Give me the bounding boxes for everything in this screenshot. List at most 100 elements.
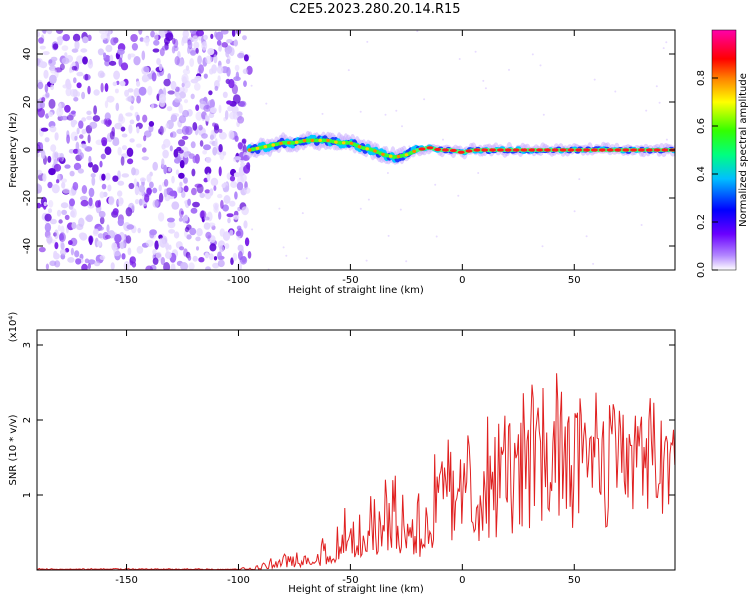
noise-blob [169,190,177,197]
noise-dot [285,254,288,257]
noise-blob [134,199,140,205]
noise-blob [146,187,152,195]
noise-dot [665,138,668,141]
noise-blob [42,51,50,56]
noise-blob [163,164,168,175]
noise-blob [138,30,143,35]
noise-blob [178,139,186,147]
heatmap-noise-region [37,30,668,270]
noise-blob [182,109,190,118]
noise-blob [78,232,87,239]
noise-blob [225,50,230,58]
noise-blob [38,37,44,44]
noise-blob [158,93,167,104]
noise-blob [169,145,173,152]
noise-blob [229,47,235,57]
noise-blob [127,158,134,165]
noise-blob [207,48,215,56]
noise-blob [136,114,140,122]
noise-blob [85,214,93,223]
noise-blob [174,56,180,66]
noise-blob [49,74,57,85]
noise-blob [163,179,169,187]
noise-blob [113,70,120,80]
noise-blob [79,134,84,139]
noise-blob [229,200,236,207]
noise-blob [87,59,94,69]
noise-blob [233,156,242,161]
noise-blob [151,72,157,82]
noise-blob [42,30,47,35]
noise-dot [265,102,268,105]
noise-blob [61,181,66,189]
noise-blob [120,156,125,166]
noise-blob [58,219,63,224]
trace-peak [418,147,426,151]
noise-blob [228,130,235,140]
trace-peak [449,148,457,153]
noise-dot [665,41,668,44]
noise-blob [168,244,172,251]
noise-blob [179,181,183,187]
noise-blob [232,252,238,262]
noise-blob [88,197,93,207]
noise-blob [189,30,197,35]
noise-blob [121,133,128,138]
noise-blob [95,200,101,208]
noise-blob [96,240,102,247]
noise-blob [73,162,82,171]
noise-blob [170,263,176,270]
noise-blob [54,229,59,240]
noise-blob [101,137,108,146]
noise-blob [237,52,245,59]
noise-blob [72,48,78,53]
y-tick-label: -20 [22,190,33,206]
trace-peak [434,147,442,152]
noise-blob [189,227,197,236]
x-tick-label: 0 [459,575,465,586]
noise-blob [142,114,148,123]
snr-x-ticks: -150 -100 -50 0 50 [115,330,581,586]
noise-blob [220,30,229,35]
noise-blob [81,144,87,149]
noise-blob [104,146,112,155]
trace-peak [263,145,268,149]
noise-dot [442,138,444,141]
trace-peak [512,148,520,152]
noise-blob [44,222,52,233]
noise-blob [104,100,109,109]
noise-blob [162,149,169,159]
noise-blob [138,185,146,193]
noise-blob [177,186,182,194]
noise-blob [201,41,208,51]
noise-blob [175,169,180,175]
noise-blob [237,116,245,124]
trace-peak [247,148,252,152]
noise-blob [69,89,77,97]
noise-blob [46,235,53,244]
noise-blob [218,131,227,140]
noise-blob [82,36,89,44]
noise-blob [218,46,222,52]
noise-blob [235,230,242,237]
noise-blob [213,256,218,261]
noise-blob [128,53,136,58]
snr-frame [36,329,676,571]
noise-blob [226,100,233,105]
noise-blob [92,164,99,173]
noise-blob [87,85,91,95]
trace-peak [496,148,504,152]
noise-blob [239,100,247,108]
noise-blob [208,90,213,96]
noise-blob [203,104,211,112]
trace-peak [536,148,544,152]
snr-series [37,373,675,570]
noise-blob [69,170,75,177]
noise-blob [205,55,213,65]
noise-blob [105,234,111,240]
noise-blob [81,91,86,100]
noise-blob [246,65,253,75]
noise-blob [218,144,223,153]
noise-blob [240,162,246,167]
noise-blob [39,61,48,69]
